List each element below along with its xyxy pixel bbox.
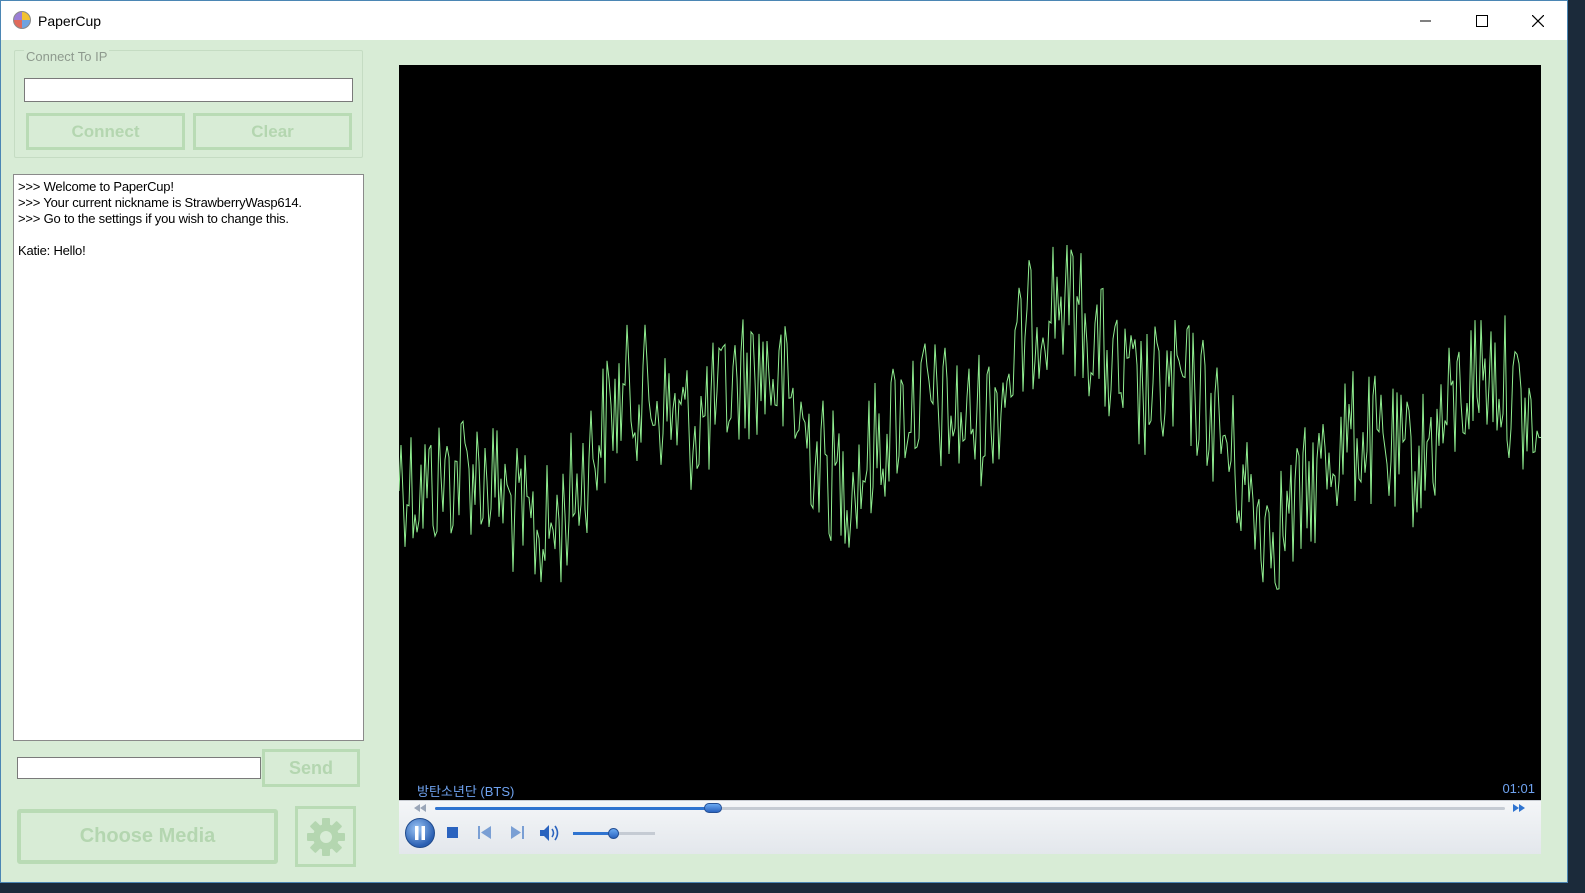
volume-level	[573, 832, 614, 835]
choose-media-button[interactable]: Choose Media	[17, 809, 278, 864]
chat-line: >>> Your current nickname is StrawberryW…	[18, 195, 302, 210]
media-player[interactable]: 방탄소년단 (BTS) 01:01	[399, 65, 1541, 854]
chat-line: Katie: Hello!	[18, 243, 86, 258]
chat-line: >>> Welcome to PaperCup!	[18, 179, 174, 194]
pause-button[interactable]	[405, 818, 435, 848]
chat-line: >>> Go to the settings if you wish to ch…	[18, 211, 289, 226]
track-time: 01:01	[1502, 781, 1535, 796]
seek-thumb[interactable]	[704, 803, 723, 813]
connect-group: Connect To IP Connect Clear	[14, 49, 363, 158]
pause-icon	[415, 826, 425, 840]
settings-button[interactable]	[295, 806, 356, 867]
papercup-window: PaperCup Connect To IP Connect Clear >>>…	[0, 0, 1568, 883]
volume-thumb[interactable]	[608, 828, 619, 839]
message-input[interactable]	[17, 757, 261, 779]
minimize-button[interactable]	[1398, 1, 1454, 40]
window-title: PaperCup	[38, 13, 102, 29]
close-icon	[1532, 14, 1544, 27]
next-icon[interactable]	[510, 826, 524, 839]
chat-log[interactable]: >>> Welcome to PaperCup! >>> Your curren…	[13, 174, 364, 741]
previous-icon[interactable]	[478, 826, 492, 839]
rewind-icon[interactable]	[413, 804, 427, 812]
maximize-button[interactable]	[1454, 1, 1510, 40]
connect-button[interactable]: Connect	[26, 113, 185, 150]
maximize-icon	[1476, 14, 1488, 27]
track-title: 방탄소년단 (BTS)	[417, 784, 515, 799]
seek-bar[interactable]	[435, 803, 1505, 813]
fast-forward-icon[interactable]	[1512, 804, 1526, 812]
volume-icon[interactable]	[540, 825, 560, 841]
chat-line	[18, 227, 359, 243]
player-controls	[399, 800, 1541, 854]
title-bar[interactable]: PaperCup	[1, 1, 1567, 40]
stop-icon[interactable]	[447, 827, 458, 838]
minimize-icon	[1420, 20, 1431, 21]
connect-group-label: Connect To IP	[24, 49, 110, 64]
audio-visualizer	[399, 244, 1541, 590]
send-button[interactable]: Send	[262, 749, 360, 787]
volume-slider[interactable]	[573, 828, 655, 839]
seek-progress	[435, 807, 714, 810]
papercup-app-icon	[13, 11, 31, 29]
gear-icon	[306, 817, 345, 856]
close-button[interactable]	[1510, 1, 1566, 40]
clear-button[interactable]: Clear	[193, 113, 352, 150]
ip-address-input[interactable]	[24, 78, 353, 102]
